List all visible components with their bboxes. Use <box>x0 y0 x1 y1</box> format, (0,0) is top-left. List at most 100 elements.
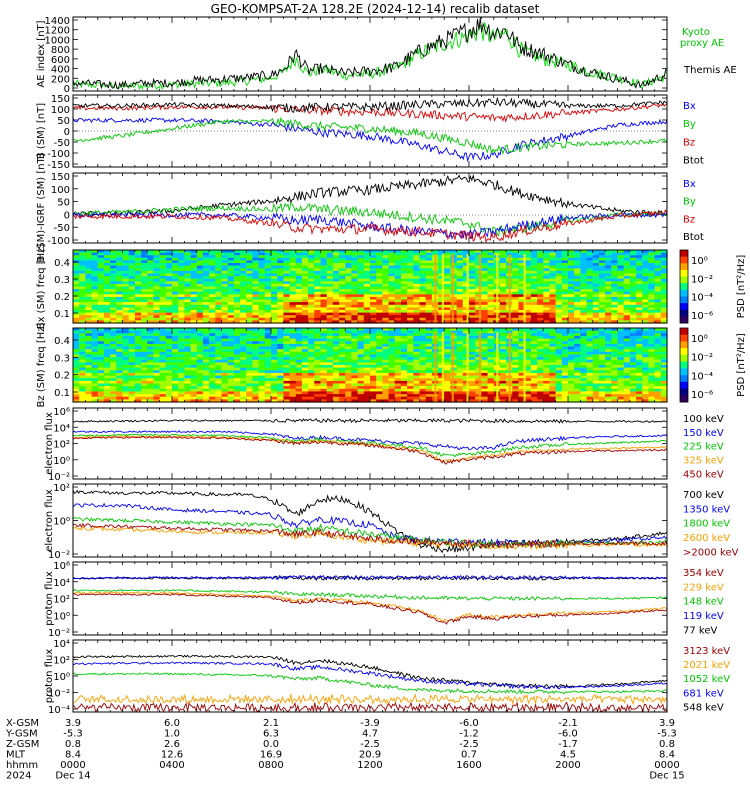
spectrogram-cell <box>196 396 204 400</box>
spectrogram-cell <box>481 250 489 254</box>
spectrogram-cell <box>301 341 309 345</box>
spectrogram-cell <box>555 304 563 308</box>
spectrogram-cell <box>357 388 365 392</box>
spectrogram-cell <box>419 335 427 340</box>
spectrogram-cell <box>654 257 662 261</box>
spectrogram-cell <box>413 291 421 295</box>
spectrogram-cell <box>184 341 192 345</box>
spectrogram-cell <box>103 315 111 319</box>
spectrogram-cell <box>561 296 569 301</box>
spectrogram-cell <box>642 273 650 277</box>
spectrogram-cell <box>332 296 340 301</box>
spectrogram-cell <box>134 257 142 261</box>
spectrogram-cell <box>271 333 278 337</box>
spectrogram-cell <box>425 296 433 301</box>
spectrogram-burst <box>441 254 444 323</box>
spectrogram-cell <box>289 330 297 334</box>
spectrogram-cell <box>351 255 359 259</box>
spectrogram-cell <box>246 357 254 361</box>
spectrogram-cell <box>258 375 266 379</box>
spectrogram-cell <box>654 255 662 259</box>
spectrogram-cell <box>209 260 216 264</box>
spectrogram-cell <box>549 250 557 254</box>
spectrogram-cell <box>407 260 414 264</box>
spectrogram-cell <box>159 386 167 390</box>
spectrogram-cell <box>147 304 155 308</box>
spectrogram-cell <box>388 299 396 303</box>
spectrogram-cell <box>73 265 80 269</box>
spectrogram-cell <box>419 333 427 337</box>
spectrogram-cell <box>97 276 105 280</box>
spectrogram-cell <box>233 328 241 332</box>
spectrogram-cell <box>382 296 390 301</box>
spectrogram-cell <box>178 359 185 363</box>
spectrogram-cell <box>240 372 247 377</box>
spectrogram-cell <box>351 260 359 264</box>
spectrogram-cell <box>295 370 303 374</box>
spectrogram-cell <box>295 278 303 282</box>
spectrogram-cell <box>264 370 272 374</box>
y-tick-label: 0.2 <box>54 292 70 303</box>
spectrogram-cell <box>388 341 396 345</box>
spectrogram-cell <box>580 320 588 324</box>
spectrogram-cell <box>407 310 414 314</box>
spectrogram-cell <box>314 386 322 390</box>
y-tick-label: -50 <box>54 223 70 234</box>
spectrogram-cell <box>382 362 390 366</box>
spectrogram-cell <box>252 273 260 277</box>
spectrogram-cell <box>264 372 272 377</box>
spectrogram-cell <box>648 278 656 282</box>
spectrogram-cell <box>592 265 600 269</box>
spectrogram-cell <box>283 320 291 324</box>
spectrogram-cell <box>73 330 80 334</box>
spectrogram-cell <box>568 286 575 290</box>
spectrogram-cell <box>240 278 247 282</box>
spectrogram-cell <box>357 281 365 285</box>
spectrogram-cell <box>400 354 408 358</box>
spectrogram-cell <box>537 302 544 306</box>
spectrogram-cell <box>407 341 414 345</box>
spectrogram-cell <box>184 291 192 295</box>
spectrogram-cell <box>400 281 408 285</box>
spectrogram-cell <box>617 302 625 306</box>
spectrogram-cell <box>271 268 278 272</box>
spectrogram-cell <box>339 273 346 277</box>
spectrogram-cell <box>425 367 433 371</box>
spectrogram-cell <box>363 341 371 345</box>
spectrogram-cell <box>295 367 303 371</box>
spectrogram-cell <box>332 359 340 363</box>
spectrogram-cell <box>332 330 340 334</box>
spectrogram-cell <box>110 391 117 395</box>
spectrogram-cell <box>419 380 427 385</box>
spectrogram-cell <box>184 394 192 398</box>
spectrogram-cell <box>215 335 223 340</box>
spectrogram-cell <box>586 278 594 282</box>
spectrogram-cell <box>215 315 223 319</box>
spectrogram-cell <box>116 341 124 345</box>
spectrogram-cell <box>345 328 353 332</box>
spectrogram-cell <box>456 296 464 301</box>
spectrogram-cell <box>543 286 551 290</box>
spectrogram-cell <box>518 255 526 259</box>
spectrogram-cell <box>289 320 297 324</box>
spectrogram-cell <box>91 252 99 256</box>
spectrogram-cell <box>184 354 192 358</box>
spectrogram-cell <box>382 317 390 321</box>
spectrogram-cell <box>215 304 223 308</box>
spectrogram-cell <box>425 349 433 353</box>
spectrogram-cell <box>283 394 291 398</box>
spectrogram-cell <box>462 281 470 285</box>
spectrogram-cell <box>370 307 377 311</box>
spectrogram-cell <box>301 315 309 319</box>
spectrogram-cell <box>202 296 210 301</box>
spectrogram-cell <box>394 310 402 314</box>
spectrogram-cell <box>400 380 408 385</box>
spectrogram-cell <box>190 315 198 319</box>
spectrogram-cell <box>165 265 173 269</box>
spectrogram-cell <box>227 357 235 361</box>
spectrogram-cell <box>543 296 551 301</box>
spectrogram-cell <box>165 296 173 301</box>
spectrogram-cell <box>190 255 198 259</box>
spectrogram-cell <box>469 291 476 295</box>
spectrogram-cell <box>376 330 383 334</box>
